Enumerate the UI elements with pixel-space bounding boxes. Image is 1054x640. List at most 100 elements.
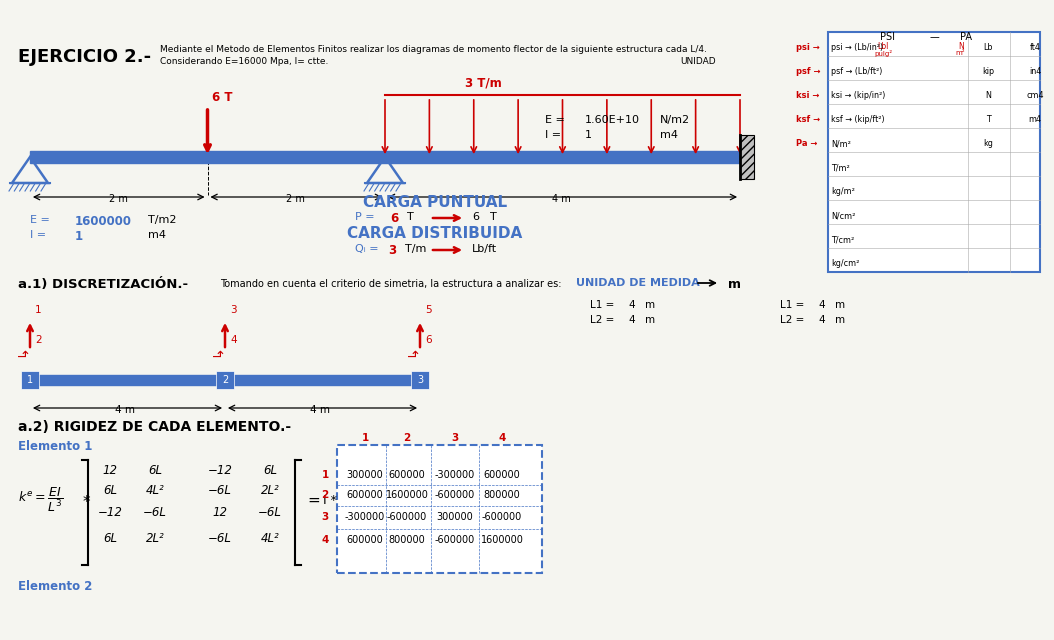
Text: E =: E = [545, 115, 565, 125]
Text: -600000: -600000 [435, 535, 475, 545]
Text: 2: 2 [321, 490, 329, 500]
Text: T: T [490, 212, 496, 222]
Text: 2: 2 [222, 375, 228, 385]
Text: m: m [835, 300, 845, 310]
Text: L2 =: L2 = [590, 315, 614, 325]
Text: 4L²: 4L² [260, 531, 279, 545]
Text: 600000: 600000 [389, 470, 426, 480]
Text: 1: 1 [35, 305, 41, 315]
Text: 600000: 600000 [347, 490, 384, 500]
Text: Qᵢ =: Qᵢ = [355, 244, 378, 254]
Text: 12: 12 [102, 463, 117, 477]
Text: psi →: psi → [796, 44, 820, 52]
Text: CARGA PUNTUAL: CARGA PUNTUAL [363, 195, 507, 210]
Bar [30, 151, 740, 163]
Text: 4: 4 [628, 300, 635, 310]
Text: 6: 6 [472, 212, 479, 222]
Text: 4: 4 [321, 535, 329, 545]
Text: m4: m4 [1029, 115, 1041, 125]
Text: m4: m4 [148, 230, 165, 240]
Text: Tomando en cuenta el criterio de simetria, la estructura a analizar es:: Tomando en cuenta el criterio de simetri… [220, 279, 562, 289]
Text: ↳: ↳ [211, 345, 225, 356]
Bar [411, 371, 429, 389]
Text: Lb/ft: Lb/ft [472, 244, 497, 254]
Text: E =: E = [30, 215, 50, 225]
Text: 3: 3 [230, 305, 237, 315]
Text: 4: 4 [230, 335, 237, 345]
Text: 600000: 600000 [484, 470, 521, 480]
Text: 800000: 800000 [484, 490, 521, 500]
Text: 6L: 6L [103, 531, 117, 545]
Text: -300000: -300000 [345, 512, 385, 522]
Text: 4 m: 4 m [310, 405, 330, 415]
Text: −6L: −6L [208, 484, 232, 497]
Text: −6L: −6L [258, 506, 281, 518]
Text: psf →: psf → [796, 67, 820, 77]
Text: psi → (Lb/in²): psi → (Lb/in²) [831, 44, 883, 52]
Text: 3: 3 [321, 512, 329, 522]
Text: m: m [835, 315, 845, 325]
Text: −6L: −6L [208, 531, 232, 545]
Text: UNIDAD: UNIDAD [680, 57, 716, 66]
Text: −12: −12 [98, 506, 122, 518]
Text: ↳: ↳ [16, 345, 30, 356]
Text: 6 T: 6 T [213, 91, 233, 104]
Text: T/m: T/m [405, 244, 427, 254]
Text: m: m [645, 300, 656, 310]
Text: ft4: ft4 [1030, 44, 1040, 52]
Text: L1 =: L1 = [780, 300, 804, 310]
Text: 1600000: 1600000 [481, 535, 524, 545]
Text: kg/m²: kg/m² [831, 188, 855, 196]
Text: 6: 6 [425, 335, 432, 345]
Text: kip: kip [982, 67, 994, 77]
Text: 2 m: 2 m [287, 194, 305, 204]
Text: -600000: -600000 [435, 490, 475, 500]
Text: ksi →: ksi → [796, 92, 819, 100]
Text: 4 m: 4 m [115, 405, 135, 415]
Text: T: T [985, 115, 991, 125]
Text: L2 =: L2 = [780, 315, 804, 325]
Text: psf → (Lb/ft²): psf → (Lb/ft²) [831, 67, 882, 77]
Text: 6L: 6L [103, 484, 117, 497]
Text: Lbl: Lbl [877, 42, 889, 51]
Text: 1: 1 [75, 230, 83, 243]
Text: -600000: -600000 [482, 512, 522, 522]
Text: 6: 6 [390, 212, 398, 225]
Text: 2L²: 2L² [260, 484, 279, 497]
Text: m²: m² [955, 50, 964, 56]
Text: 1: 1 [362, 433, 369, 443]
Text: 4: 4 [499, 433, 506, 443]
Text: I *: I * [323, 493, 337, 506]
Text: =: = [307, 493, 319, 508]
Text: 1: 1 [27, 375, 33, 385]
Text: Elemento 2: Elemento 2 [18, 580, 93, 593]
Text: 6L: 6L [148, 463, 162, 477]
Text: 4: 4 [818, 300, 824, 310]
Text: 1600000: 1600000 [386, 490, 428, 500]
Text: T/cm²: T/cm² [831, 236, 854, 244]
Text: pulg²: pulg² [874, 50, 892, 57]
Text: N/cm²: N/cm² [831, 211, 856, 221]
Text: $*$: $*$ [82, 493, 92, 508]
Bar [740, 135, 754, 179]
Text: 4L²: 4L² [145, 484, 164, 497]
Text: N: N [958, 42, 963, 51]
Text: N/m²: N/m² [831, 140, 851, 148]
Text: 4 m: 4 m [552, 194, 571, 204]
Text: 2L²: 2L² [145, 531, 164, 545]
Text: 1.60E+10: 1.60E+10 [585, 115, 640, 125]
Text: I =: I = [30, 230, 46, 240]
Text: $k^e = \dfrac{EI}{L^3}$: $k^e = \dfrac{EI}{L^3}$ [18, 486, 63, 514]
Text: 3 T/m: 3 T/m [465, 76, 502, 89]
Text: T/m²: T/m² [831, 163, 850, 173]
Text: 3: 3 [417, 375, 423, 385]
Text: 1600000: 1600000 [75, 215, 132, 228]
Text: -600000: -600000 [387, 512, 427, 522]
Text: —: — [930, 32, 940, 42]
Text: I =: I = [545, 130, 561, 140]
Text: 4: 4 [818, 315, 824, 325]
Text: in4: in4 [1029, 67, 1041, 77]
Text: 4: 4 [628, 315, 635, 325]
Text: PA: PA [960, 32, 972, 42]
Text: 1: 1 [321, 470, 329, 480]
